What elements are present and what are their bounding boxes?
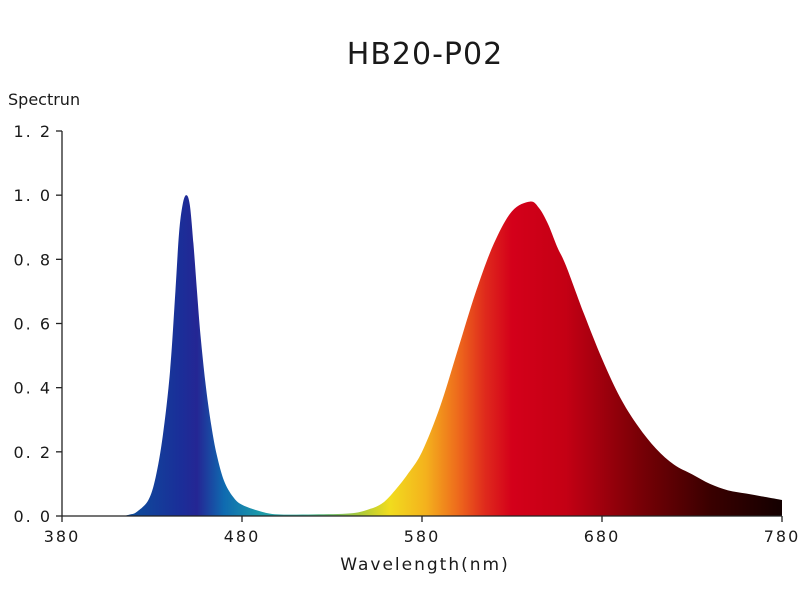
chart-title: HB20-P02 <box>347 37 503 72</box>
plot-area <box>62 195 782 517</box>
x-tick-label: 580 <box>404 527 441 546</box>
y-tick-label: 0. 8 <box>13 250 52 269</box>
x-axis-ticks: 380 480 580 680 780 <box>44 516 800 546</box>
y-tick-label: 0. 6 <box>13 315 52 334</box>
y-tick-label: 0. 0 <box>13 507 52 526</box>
x-axis-label: Wavelength(nm) <box>340 555 509 575</box>
x-tick-label: 480 <box>224 527 261 546</box>
x-tick-label: 780 <box>764 527 800 546</box>
y-tick-label: 1. 0 <box>13 186 52 205</box>
y-tick-label: 0. 2 <box>13 443 52 462</box>
y-axis-ticks: 0. 0 0. 2 0. 4 0. 6 0. 8 1. 0 1. 2 <box>13 122 62 526</box>
y-tick-label: 1. 2 <box>13 122 52 141</box>
x-tick-label: 680 <box>584 527 621 546</box>
y-tick-label: 0. 4 <box>13 379 52 398</box>
x-tick-label: 380 <box>44 527 81 546</box>
spectrum-area <box>62 195 782 517</box>
y-axis-label: Spectrun <box>8 90 80 109</box>
